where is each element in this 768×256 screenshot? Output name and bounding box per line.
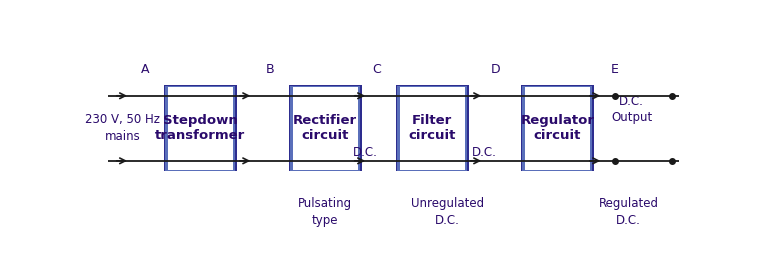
Bar xyxy=(396,85,469,172)
Bar xyxy=(398,86,467,171)
Text: Stepdown
transformer: Stepdown transformer xyxy=(155,114,245,142)
Text: Regulated
D.C.: Regulated D.C. xyxy=(599,197,659,227)
Bar xyxy=(400,87,465,170)
Bar xyxy=(164,85,237,172)
Text: D.C.: D.C. xyxy=(472,146,496,159)
Text: 230 V, 50 Hz
mains: 230 V, 50 Hz mains xyxy=(85,113,161,143)
Bar xyxy=(290,86,360,171)
Text: Regulator
circuit: Regulator circuit xyxy=(520,114,594,142)
Text: Rectifier
circuit: Rectifier circuit xyxy=(293,114,357,142)
Bar xyxy=(521,85,594,172)
Text: D: D xyxy=(492,63,501,76)
Text: D.C.
Output: D.C. Output xyxy=(611,95,652,124)
Bar xyxy=(525,87,590,170)
Bar xyxy=(167,87,233,170)
Text: E: E xyxy=(611,63,619,76)
Text: Filter
circuit: Filter circuit xyxy=(409,114,456,142)
Bar xyxy=(522,86,592,171)
Text: D.C.: D.C. xyxy=(353,146,377,159)
Text: B: B xyxy=(266,63,274,76)
Bar xyxy=(289,85,362,172)
Text: A: A xyxy=(141,63,149,76)
Text: Unregulated
D.C.: Unregulated D.C. xyxy=(411,197,484,227)
Text: C: C xyxy=(372,63,381,76)
Bar xyxy=(293,87,358,170)
Bar xyxy=(165,86,235,171)
Text: Pulsating
type: Pulsating type xyxy=(298,197,353,227)
